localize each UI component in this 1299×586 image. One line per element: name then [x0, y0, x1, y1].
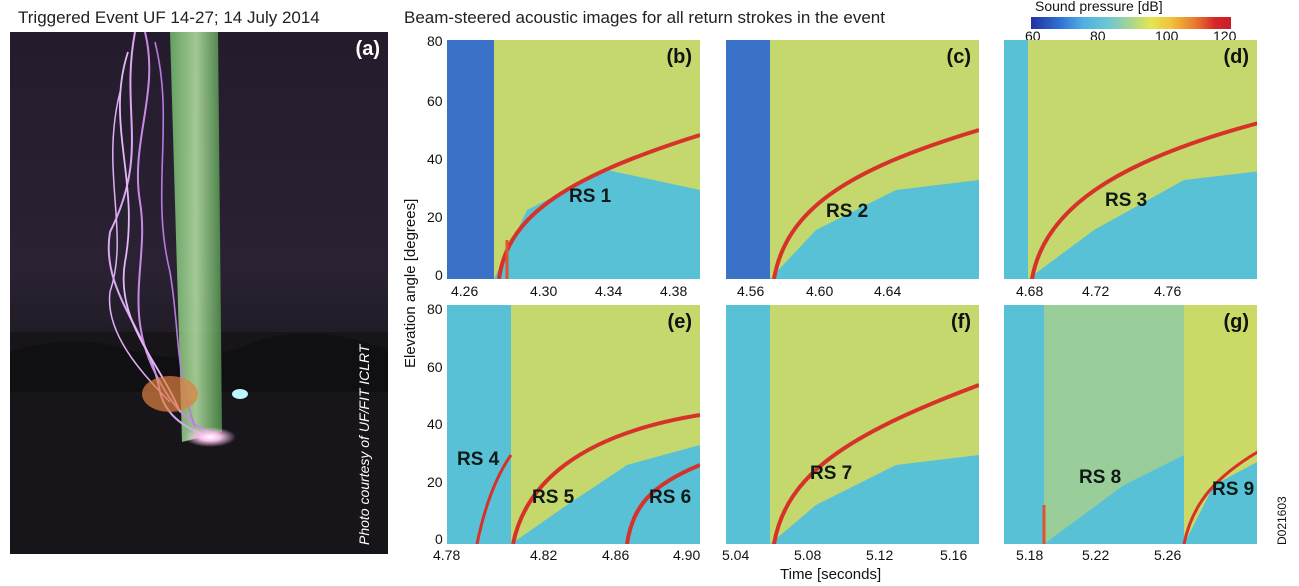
x-tick: 5.08: [794, 547, 822, 563]
x-tick: 4.68: [1016, 283, 1044, 299]
return-stroke-label: RS 9: [1212, 479, 1255, 500]
x-tick: 4.34: [595, 283, 623, 299]
panel-b: (b) RS 1: [447, 40, 700, 279]
left-figure-title: Triggered Event UF 14-27; 14 July 2014: [18, 8, 320, 27]
x-tick: 5.26: [1154, 547, 1182, 563]
y-tick: 80: [427, 301, 443, 317]
x-tick: 5.04: [722, 547, 750, 563]
acoustic-image: [447, 40, 700, 279]
y-tick: 60: [427, 93, 443, 109]
colorbar: [1031, 17, 1231, 29]
x-tick: 4.78: [433, 547, 461, 563]
y-tick: 60: [427, 359, 443, 375]
colorbar-label: Sound pressure [dB]: [1035, 0, 1163, 14]
return-stroke-label: RS 7: [810, 463, 853, 484]
panel-label: (f): [951, 311, 971, 333]
x-tick: 5.18: [1016, 547, 1044, 563]
y-tick: 0: [435, 267, 443, 283]
y-tick: 0: [435, 531, 443, 547]
return-stroke-label: RS 3: [1105, 190, 1148, 211]
x-tick: 5.12: [866, 547, 894, 563]
return-stroke-label: RS 4: [457, 449, 500, 470]
panel-label: (e): [667, 311, 692, 333]
acoustic-image: [1004, 40, 1257, 279]
return-stroke-label: RS 5: [532, 487, 575, 508]
x-tick: 4.90: [673, 547, 701, 563]
panel-g: (g) RS 8 RS 9: [1004, 305, 1257, 544]
document-id: D021603: [1275, 496, 1289, 545]
panel-label: (b): [666, 46, 692, 68]
lightning-photo: (a): [10, 32, 388, 554]
x-tick: 4.56: [737, 283, 765, 299]
y-axis-label: Elevation angle [degrees]: [402, 198, 419, 368]
y-tick: 20: [427, 474, 443, 490]
right-figure-title: Beam-steered acoustic images for all ret…: [404, 8, 885, 27]
acoustic-image: [726, 40, 979, 279]
x-tick: 4.38: [660, 283, 688, 299]
return-stroke-label: RS 2: [826, 201, 869, 222]
panel-e: (e) RS 4 RS 5 RS 6: [447, 305, 700, 544]
panel-f: (f) RS 7: [726, 305, 979, 544]
y-tick: 40: [427, 416, 443, 432]
x-tick: 5.22: [1082, 547, 1110, 563]
x-tick: 4.60: [806, 283, 834, 299]
panel-d: (d) RS 3: [1004, 40, 1257, 279]
lightning-photo-illustration: [10, 32, 388, 554]
x-axis-label: Time [seconds]: [780, 566, 882, 583]
x-tick: 5.16: [940, 547, 968, 563]
x-tick: 4.30: [530, 283, 558, 299]
return-stroke-label: RS 1: [569, 186, 612, 207]
x-tick: 4.82: [530, 547, 558, 563]
x-tick: 4.26: [451, 283, 479, 299]
panel-label: (c): [946, 46, 971, 68]
panel-label: (a): [355, 38, 380, 60]
panel-c: (c) RS 2: [726, 40, 979, 279]
return-stroke-label: RS 8: [1079, 467, 1122, 488]
panel-label: (d): [1223, 46, 1249, 68]
x-tick: 4.64: [874, 283, 902, 299]
x-tick: 4.86: [602, 547, 630, 563]
acoustic-image: [1004, 305, 1257, 544]
acoustic-image: [726, 305, 979, 544]
y-tick: 40: [427, 151, 443, 167]
return-stroke-label: RS 6: [649, 487, 692, 508]
x-tick: 4.76: [1154, 283, 1182, 299]
acoustic-image: [447, 305, 700, 544]
y-tick: 20: [427, 209, 443, 225]
photo-credit: Photo courtesy of UF/FIT ICLRT: [356, 344, 372, 545]
y-tick: 80: [427, 33, 443, 49]
x-tick: 4.72: [1082, 283, 1110, 299]
panel-label: (g): [1223, 311, 1249, 333]
